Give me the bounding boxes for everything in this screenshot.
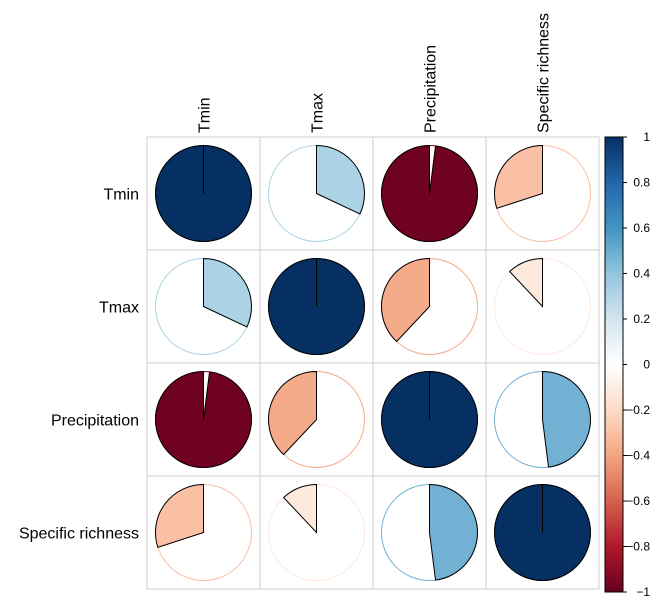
pie-tmax-specific-richness-slice [508, 257, 543, 308]
colorbar-tick-label: −1 [636, 585, 650, 599]
pie-tmin-precipitation-slice [381, 144, 478, 242]
colorbar-tick-label: 0.6 [633, 221, 650, 235]
colorbar [604, 136, 624, 593]
colorbar-tick-label: 0 [643, 358, 650, 372]
pie-precipitation-tmin-slice [155, 370, 252, 468]
row-label: Tmin [103, 187, 139, 204]
pie-precipitation-tmax-slice [268, 370, 317, 456]
pie-specific-richness-tmax-slice [282, 483, 317, 534]
pie-tmax-precipitation-slice [381, 257, 430, 343]
pie-tmin-specific-richness-slice [494, 144, 543, 209]
pie-specific-richness-tmin-slice [155, 483, 204, 548]
column-label: Precipitation [423, 45, 440, 133]
colorbar-tick-label: 0.2 [633, 312, 650, 326]
pie-tmax-tmin-slice [203, 257, 252, 328]
pie-tmin-tmax-slice [316, 144, 365, 215]
column-label: Tmin [197, 97, 214, 133]
colorbar-tick-label: −0.6 [626, 494, 650, 508]
column-label: Tmax [310, 93, 327, 133]
colorbar-tick-label: 0.8 [633, 176, 650, 190]
row-label: Specific richness [19, 526, 139, 543]
pie-specific-richness-precipitation-slice [429, 483, 478, 581]
colorbar-tick-label: 1 [643, 130, 650, 144]
colorbar-tick-label: 0.4 [633, 267, 650, 281]
colorbar-tick-label: −0.8 [626, 540, 650, 554]
row-label: Precipitation [51, 413, 139, 430]
row-label: Tmax [99, 300, 139, 317]
pie-precipitation-specific-richness-slice [542, 370, 591, 468]
column-label: Specific richness [536, 13, 553, 133]
colorbar-tick-label: −0.2 [626, 403, 650, 417]
colorbar-tick-label: −0.4 [626, 449, 650, 463]
